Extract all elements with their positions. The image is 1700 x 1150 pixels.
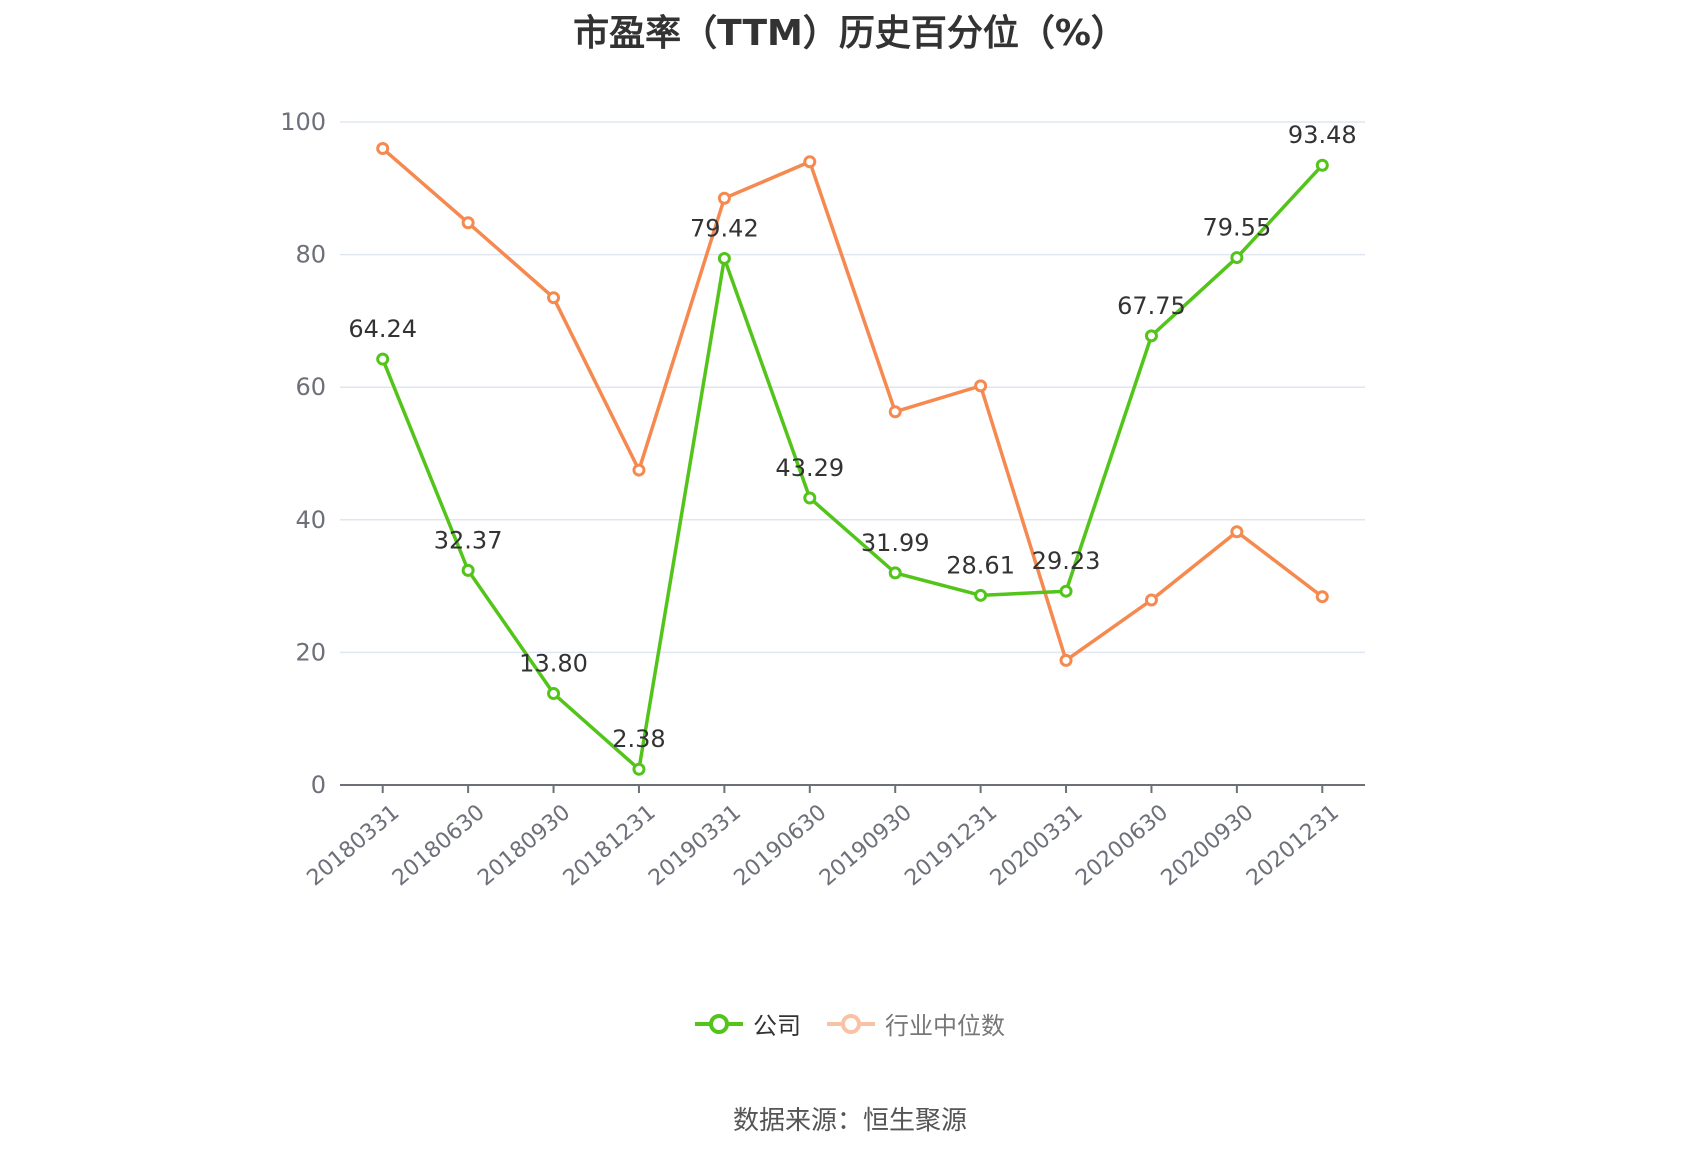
series-0-point-20190930 — [888, 566, 902, 580]
data-label-20190930: 31.99 — [861, 529, 930, 557]
series-1-point-20180630 — [461, 216, 475, 230]
series-0-point-20190630 — [803, 491, 817, 505]
data-source-note: 数据来源：恒生聚源 — [732, 1106, 967, 1136]
series-1-point-20200630 — [1144, 593, 1158, 607]
data-label-20200630: 67.75 — [1117, 292, 1186, 320]
chart-title: 市盈率（TTM）历史百分位（%） — [573, 13, 1127, 54]
series-1-point-20191231 — [974, 379, 988, 393]
series-1-point-20181231 — [632, 463, 646, 477]
grid — [340, 121, 1365, 654]
x-tick-label-20201231: 20201231 — [1242, 800, 1344, 891]
x-tick-label-20190331: 20190331 — [644, 800, 746, 891]
series-0-point-20190331 — [717, 251, 731, 265]
series-1-point-20200930 — [1230, 525, 1244, 539]
series-1-point-20190331 — [717, 191, 731, 205]
x-tick-label-20181231: 20181231 — [559, 800, 661, 891]
series-1-point-20180930 — [547, 291, 561, 305]
series-0-point-20200930 — [1230, 251, 1244, 265]
x-tick-label-20200630: 20200630 — [1071, 800, 1173, 891]
x-tick-label-20190930: 20190930 — [815, 800, 917, 891]
data-labels: 64.24 32.37 13.80 2.38 79.42 43.29 31.99 28.61 2… — [348, 121, 1356, 753]
data-label-20180930: 13.80 — [519, 650, 588, 678]
legend-industry-marker-icon — [827, 1013, 875, 1034]
series-line-1 — [381, 147, 1324, 663]
y-tick-label-60: 60 — [295, 373, 326, 401]
data-label-20191231: 28.61 — [946, 551, 1015, 579]
legend-company-marker-icon — [695, 1013, 743, 1034]
legend-label-company: 公司 — [753, 1012, 801, 1040]
series-0-point-20191231 — [974, 588, 988, 602]
data-label-20201231: 93.48 — [1288, 121, 1357, 149]
y-tick-label-80: 80 — [295, 241, 326, 269]
legend: 公司 行业中位数 — [0, 1006, 1700, 1041]
series-0-point-20181231 — [632, 762, 646, 776]
series-1-point-20200331 — [1059, 653, 1073, 667]
legend-item-industry-median[interactable]: 行业中位数 — [827, 1006, 1005, 1041]
data-label-20200331: 29.23 — [1032, 547, 1101, 575]
data-label-20200930: 79.55 — [1203, 214, 1272, 242]
y-tick-label-40: 40 — [295, 506, 326, 534]
y-tick-label-100: 100 — [280, 108, 326, 136]
y-tick-label-0: 0 — [311, 771, 326, 799]
x-tick-label-20191231: 20191231 — [900, 800, 1002, 891]
series-1-point-20190630 — [803, 155, 817, 169]
data-label-20180331: 64.24 — [348, 315, 417, 343]
x-tick-label-20200331: 20200331 — [986, 800, 1088, 891]
series-1-point-20190930 — [888, 405, 902, 419]
legend-item-company[interactable]: 公司 — [695, 1006, 801, 1041]
series-0-point-20200630 — [1144, 329, 1158, 343]
x-tick-label-20190630: 20190630 — [730, 800, 832, 891]
series-line-0 — [381, 164, 1324, 771]
data-label-20181231: 2.38 — [612, 725, 665, 753]
series-0-point-20180331 — [376, 352, 390, 366]
series-0-point-20180630 — [461, 563, 475, 577]
series-1-point-20201231 — [1315, 590, 1329, 604]
series-0-point-20200331 — [1059, 584, 1073, 598]
series-0-point-20180930 — [547, 687, 561, 701]
series-0-point-20201231 — [1315, 158, 1329, 172]
y-tick-label-20: 20 — [295, 638, 326, 666]
x-tick-label-20200930: 20200930 — [1157, 800, 1259, 891]
data-label-20190630: 43.29 — [775, 454, 844, 482]
series-1-point-20180331 — [376, 142, 390, 156]
x-tick-label-20180930: 20180930 — [473, 800, 575, 891]
data-label-20190331: 79.42 — [690, 214, 759, 242]
data-label-20180630: 32.37 — [434, 526, 503, 554]
series — [376, 142, 1329, 776]
x-tick-label-20180630: 20180630 — [388, 800, 490, 891]
legend-label-industry-median: 行业中位数 — [885, 1012, 1005, 1040]
x-tick-label-20180331: 20180331 — [302, 800, 404, 891]
